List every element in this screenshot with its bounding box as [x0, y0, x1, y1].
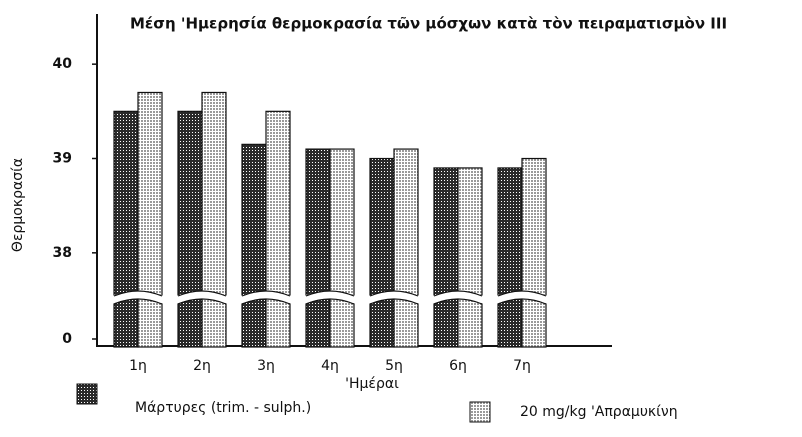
y-axis-label: Θερμοκρασία [10, 158, 26, 252]
axis-break [432, 291, 484, 304]
legend-swatch [76, 383, 98, 405]
x-tick-label: 5η [385, 358, 403, 374]
y-tick-label: 40 [53, 56, 73, 72]
bar [521, 157, 547, 348]
axis-break [304, 291, 356, 304]
chart-title: Μέση 'Ημερησία θερμοκρασία τῶν μόσχων κα… [130, 15, 727, 33]
axis-break-edge [369, 290, 419, 305]
axis-break [240, 291, 292, 304]
y-tick-label: 39 [53, 151, 72, 167]
bar [329, 148, 355, 348]
y-tick-label: 0 [62, 331, 72, 347]
axis-break-edge [177, 290, 227, 305]
axis-break-edge [497, 290, 547, 305]
bar [369, 157, 395, 348]
bar [177, 110, 203, 348]
bar [305, 148, 331, 348]
bar [137, 91, 163, 348]
axis-break-edge [305, 290, 355, 305]
x-tick-label: 2η [193, 358, 211, 374]
axis-break-edge [113, 290, 163, 305]
axis-break [112, 291, 164, 304]
x-axis-label: 'Ημέραι [345, 376, 399, 392]
legend-swatch [469, 401, 491, 423]
bar [393, 148, 419, 348]
x-tick-label: 7η [513, 358, 531, 374]
bar [113, 110, 139, 348]
x-tick-label: 3η [257, 358, 275, 374]
legend-label: 20 mg/kg 'Απραμυκίνη [520, 404, 678, 420]
x-tick-label: 4η [321, 358, 339, 374]
y-tick-label: 38 [53, 245, 72, 261]
bar [433, 167, 459, 348]
bar [201, 91, 227, 348]
axis-break [368, 291, 420, 304]
x-tick-label: 1η [129, 358, 147, 374]
bar [457, 167, 483, 348]
axis-break-edge [241, 290, 291, 305]
axis-break-edge [433, 290, 483, 305]
bar [497, 167, 523, 348]
axis-break [496, 291, 548, 304]
bar [241, 143, 267, 348]
legend-label: Μάρτυρες (trim. - sulph.) [135, 400, 311, 416]
bar [265, 110, 291, 348]
x-tick-label: 6η [449, 358, 467, 374]
axis-break [176, 291, 228, 304]
